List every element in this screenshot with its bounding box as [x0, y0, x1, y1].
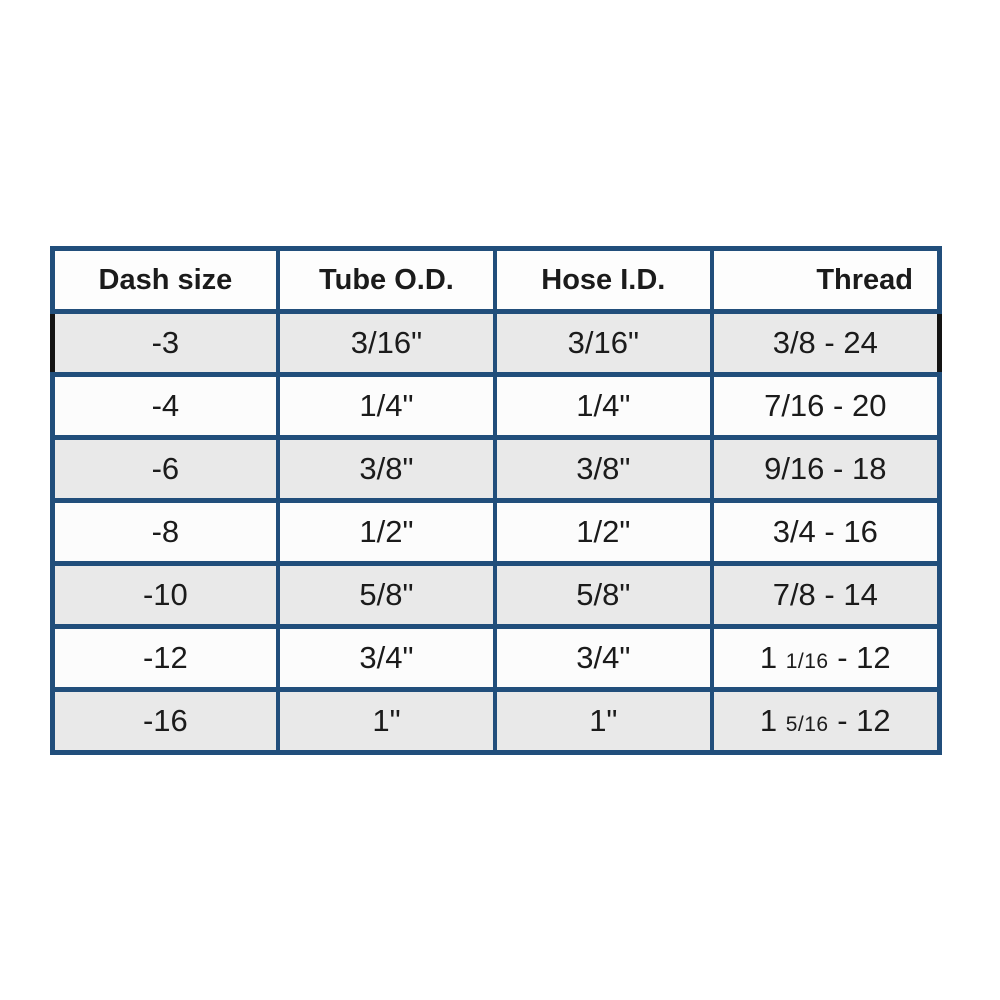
table-body: -3 3/16" 3/16" 3/8 - 24 -4 1/4" 1/4" 7/16 - 20-…	[49, 309, 942, 755]
cell-text: 1/2"	[576, 514, 631, 549]
cell-text: -3	[151, 325, 180, 360]
column-header-thread: Thread	[709, 246, 942, 314]
table-cell: 3/8 - 24	[709, 309, 942, 377]
cell-text: -10	[142, 577, 188, 612]
column-header-hose-id: Hose I.D.	[493, 246, 714, 314]
cell-text: 7/8 - 14	[772, 577, 878, 612]
table-cell: 1/4"	[275, 372, 498, 440]
table-row: -12 3/4" 3/4" 1 1/16 - 12	[50, 624, 942, 692]
table-cell: 1/4"	[493, 372, 714, 440]
cell-text: 1"	[372, 703, 401, 738]
header-row: Dash size Tube O.D. Hose I.D. Thread	[50, 246, 942, 314]
table-cell: 1/2"	[275, 498, 498, 566]
table-row: -3 3/16" 3/16" 3/8 - 24	[49, 309, 942, 377]
table-cell: 3/4"	[275, 624, 498, 692]
cell-text: 5/8"	[576, 577, 631, 612]
table-cell: -8	[50, 498, 280, 566]
cell-text: 1/4"	[359, 388, 414, 423]
table-header: Dash size Tube O.D. Hose I.D. Thread	[50, 246, 942, 314]
cell-text: 7/16 - 20	[764, 388, 887, 423]
column-header-dash-size: Dash size	[50, 246, 280, 314]
table-cell: 7/16 - 20	[709, 372, 942, 440]
cell-text: -6	[151, 451, 180, 486]
size-chart-table: Dash size Tube O.D. Hose I.D. Thread -3 3…	[49, 246, 942, 755]
cell-text: -8	[151, 514, 180, 549]
table-row: -6 3/8" 3/8" 9/16 - 18	[50, 435, 942, 503]
table-cell: 1 1/16 - 12	[709, 624, 942, 692]
table-row: -10 5/8" 5/8" 7/8 - 14	[50, 561, 942, 629]
cell-text: - 12	[828, 640, 891, 675]
table-cell: 3/8"	[493, 435, 714, 503]
table-cell: -3	[49, 309, 280, 377]
fraction-small-text: 1/16	[785, 650, 829, 673]
table-cell: -6	[50, 435, 280, 503]
table-row: -8 1/2" 1/2" 3/4 - 16	[50, 498, 942, 566]
cell-text: 3/8 - 24	[772, 325, 878, 360]
table-cell: 3/4 - 16	[709, 498, 942, 566]
cell-text: 3/16"	[567, 325, 639, 360]
table-cell: -12	[50, 624, 280, 692]
table-cell: 5/8"	[275, 561, 498, 629]
table-cell: 9/16 - 18	[709, 435, 942, 503]
cell-text: 1/2"	[359, 514, 414, 549]
cell-text: -4	[151, 388, 180, 423]
cell-text: 5/8"	[359, 577, 414, 612]
table-cell: 1 5/16 - 12	[709, 687, 942, 755]
table-cell: 7/8 - 14	[709, 561, 942, 629]
cell-text: -16	[142, 703, 188, 738]
table-cell: -16	[50, 687, 280, 755]
cell-text: 1	[759, 703, 786, 738]
cell-text: 9/16 - 18	[764, 451, 887, 486]
table-cell: 1"	[493, 687, 714, 755]
table-cell: 3/16"	[493, 309, 714, 377]
table-cell: 5/8"	[493, 561, 714, 629]
cell-text: 1"	[589, 703, 618, 738]
cell-text: 1/4"	[576, 388, 631, 423]
table-cell: 1/2"	[493, 498, 714, 566]
cell-text: 3/8"	[359, 451, 414, 486]
cell-text: 3/8"	[576, 451, 631, 486]
cell-text: -12	[142, 640, 188, 675]
cell-text: - 12	[828, 703, 891, 738]
column-header-tube-od: Tube O.D.	[275, 246, 498, 314]
cell-text: 3/4"	[359, 640, 414, 675]
cell-text: 3/4"	[576, 640, 631, 675]
cell-text: 3/16"	[350, 325, 423, 360]
table-row: -4 1/4" 1/4" 7/16 - 20	[50, 372, 942, 440]
cell-text: 3/4 - 16	[772, 514, 878, 549]
cell-text: 1	[759, 640, 786, 675]
table-row: -16 1" 1" 1 5/16 - 12	[50, 687, 942, 755]
fraction-small-text: 5/16	[785, 713, 829, 736]
table-cell: 3/16"	[275, 309, 498, 377]
table-cell: 1"	[275, 687, 498, 755]
table-cell: -4	[50, 372, 280, 440]
table-cell: 3/4"	[493, 624, 714, 692]
table-cell: -10	[50, 561, 280, 629]
table-cell: 3/8"	[275, 435, 498, 503]
